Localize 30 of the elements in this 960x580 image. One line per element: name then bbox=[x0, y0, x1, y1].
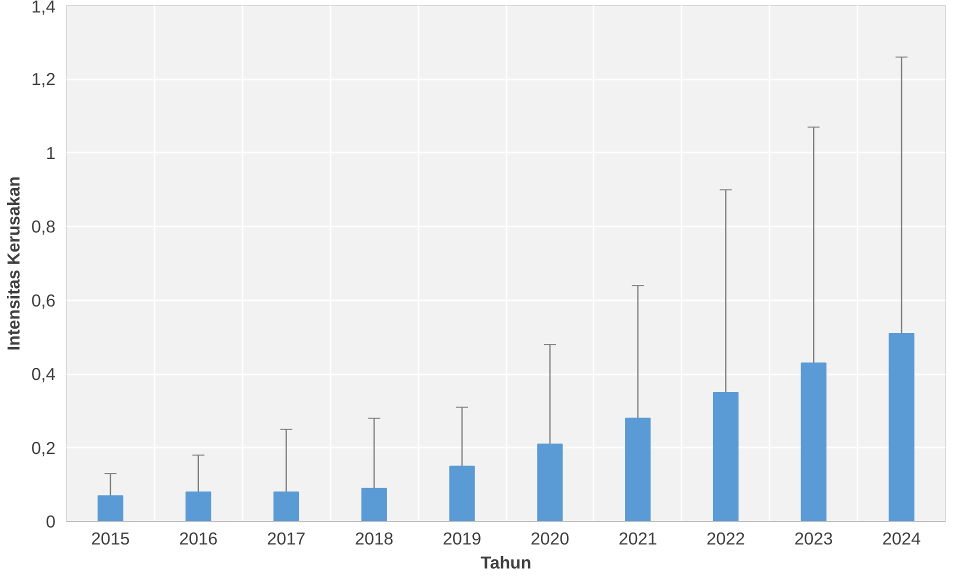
bar bbox=[800, 362, 826, 522]
y-tick-label: 1,2 bbox=[31, 69, 56, 90]
y-tick-label: 0,4 bbox=[31, 364, 56, 384]
bar bbox=[361, 488, 387, 522]
y-tick-label: 1 bbox=[46, 142, 56, 163]
x-tick-label: 2020 bbox=[530, 528, 570, 548]
y-tick-label: 0,6 bbox=[31, 290, 56, 310]
x-tick-label: 2022 bbox=[706, 528, 746, 548]
bar bbox=[449, 466, 475, 522]
x-tick-label: 2023 bbox=[794, 528, 833, 548]
bar bbox=[273, 492, 300, 522]
x-tick-label: 2016 bbox=[179, 528, 218, 548]
bar bbox=[625, 418, 651, 522]
x-tick-label: 2017 bbox=[266, 528, 306, 548]
bar bbox=[712, 392, 739, 522]
y-tick-label: 1,4 bbox=[31, 0, 56, 16]
x-tick-label: 2024 bbox=[882, 528, 922, 548]
x-axis-title: Tahun bbox=[480, 552, 532, 572]
x-tick-label: 2015 bbox=[91, 528, 130, 548]
bar bbox=[186, 492, 212, 522]
x-tick-label: 2019 bbox=[442, 528, 482, 548]
bar bbox=[888, 333, 914, 522]
bar bbox=[537, 444, 563, 522]
bar bbox=[98, 495, 124, 522]
x-tick-label: 2018 bbox=[354, 528, 394, 548]
y-tick-label: 0,8 bbox=[31, 216, 56, 237]
y-tick-label: 0 bbox=[46, 512, 56, 532]
y-axis-title: Intensitas Kerusakan bbox=[3, 176, 24, 351]
y-tick-label: 0,2 bbox=[31, 438, 56, 458]
x-tick-label: 2021 bbox=[618, 528, 658, 548]
